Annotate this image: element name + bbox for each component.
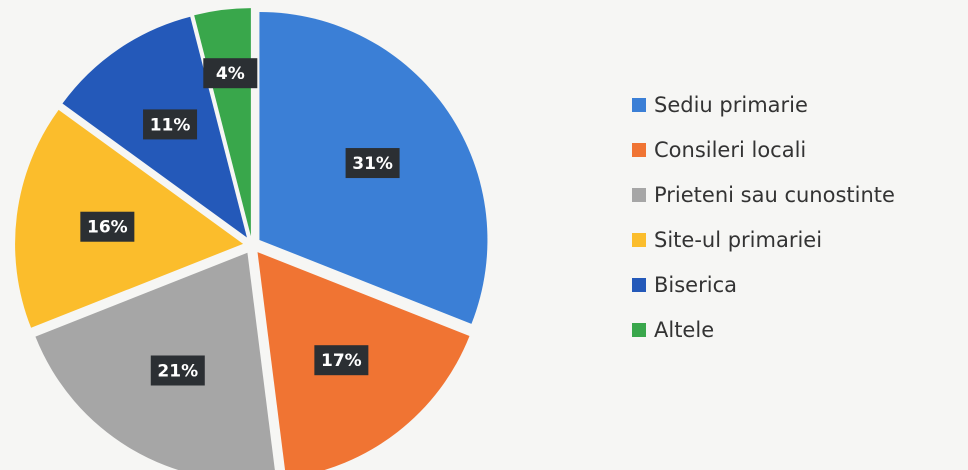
data-label: 21% bbox=[157, 361, 198, 381]
legend-swatch bbox=[632, 143, 646, 157]
legend-label: Biserica bbox=[654, 273, 737, 297]
data-label: 4% bbox=[216, 64, 245, 84]
legend-swatch bbox=[632, 278, 646, 292]
data-label: 31% bbox=[352, 154, 393, 174]
legend-swatch bbox=[632, 323, 646, 337]
label-box bbox=[314, 345, 369, 376]
legend-swatch bbox=[632, 98, 646, 112]
label-box bbox=[143, 109, 198, 140]
data-label: 16% bbox=[87, 218, 128, 238]
label-box bbox=[80, 211, 135, 242]
legend-label: Sediu primarie bbox=[654, 93, 808, 117]
label-box bbox=[150, 355, 205, 386]
legend-label: Altele bbox=[654, 318, 714, 342]
legend-label: Site-ul primariei bbox=[654, 228, 822, 252]
legend-swatch bbox=[632, 233, 646, 247]
legend-label: Consileri locali bbox=[654, 138, 806, 162]
data-label: 11% bbox=[150, 115, 191, 135]
legend-swatch bbox=[632, 188, 646, 202]
data-label: 17% bbox=[321, 351, 362, 371]
legend-label: Prieteni sau cunostinte bbox=[654, 183, 895, 207]
label-box bbox=[345, 148, 400, 179]
label-box bbox=[203, 58, 258, 89]
